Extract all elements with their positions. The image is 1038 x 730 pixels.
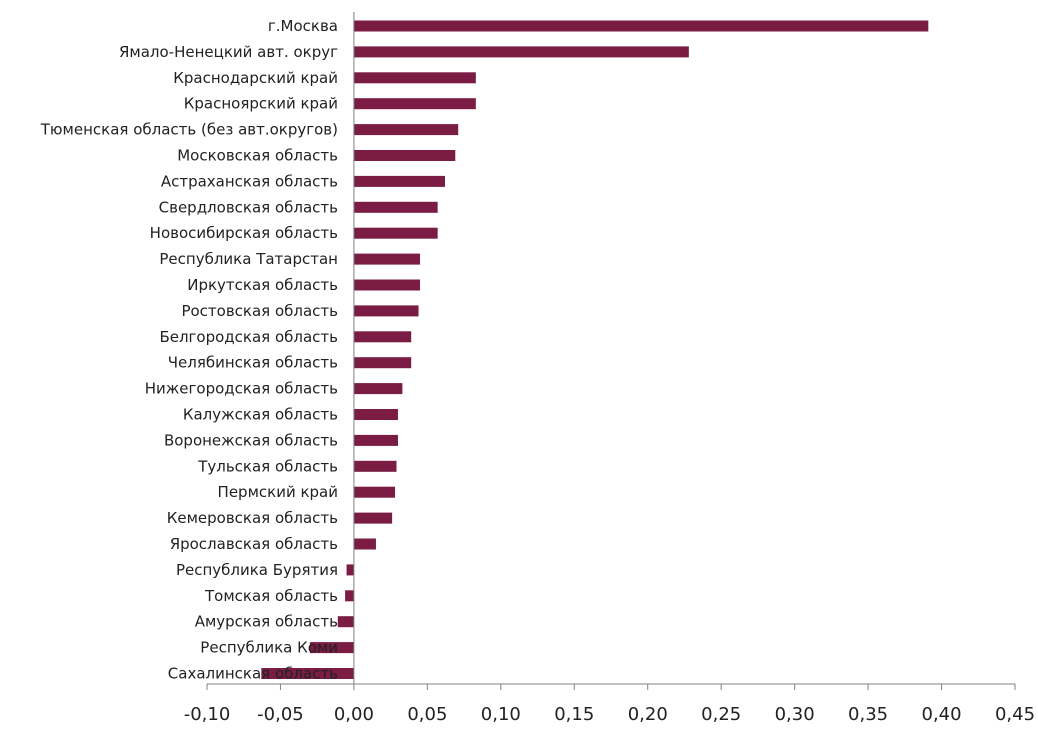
bar-5 [353,124,459,136]
bar-7 [353,175,445,187]
bar-18 [353,460,397,472]
category-label: Ямало-Ненецкий авт. округ [119,43,338,61]
category-label: Республика Бурятия [176,561,338,579]
category-label: Пермский край [218,483,338,501]
bar-15 [353,383,403,395]
category-label: Ярославская область [170,535,338,553]
bar-1 [353,20,929,32]
x-tick-label: -0,10 [184,704,231,725]
category-labels-layer: г.Москва Ямало-Ненецкий авт. округ Краснод… [40,17,338,683]
category-label: г.Москва [268,17,338,35]
category-label: Нижегородская область [145,380,338,398]
category-label: Астраханская область [161,172,338,190]
category-label: Иркутская область [187,276,338,294]
category-label: Красноярский край [184,95,338,113]
x-tick-label: 0,35 [848,704,888,725]
bar-6 [353,150,456,161]
category-label: Амурская область [195,613,338,631]
x-tick-label: -0,05 [257,704,304,725]
bar-26 [261,668,354,679]
category-label: Челябинская область [168,354,338,372]
bar-23 [345,590,354,602]
category-label: Кемеровская область [167,509,338,527]
x-tick-label: 0,45 [995,704,1035,725]
category-label: Тюменская область (без авт.округов) [40,121,338,139]
bar-2 [353,46,689,58]
x-tick-label: 0,05 [407,704,447,725]
bar-3 [353,72,476,84]
bar-25 [309,642,354,654]
bar-24 [337,616,354,628]
bar-16 [353,409,398,420]
x-tick-label: 0,25 [701,704,741,725]
category-label: Свердловская область [159,198,338,216]
bar-8 [353,201,438,213]
category-label: Республика Коми [200,639,338,657]
x-tick-label: 0,15 [554,704,594,725]
bar-14 [353,357,412,369]
axis-layer: -0,10 -0,05 0,00 0,05 0,10 0,15 0,20 0,25 0,30 0,… [184,12,1035,725]
category-label: Ростовская область [181,302,338,320]
bar-21 [353,538,376,550]
category-label: Калужская область [183,406,338,424]
category-label: Республика Татарстан [159,250,338,268]
category-label: Воронежская область [164,431,338,449]
bar-4 [353,98,476,110]
x-tick-label: 0,20 [628,704,668,725]
category-label: Московская область [177,147,338,165]
x-tick-label: 0,40 [922,704,962,725]
x-tick-label: 0,10 [481,704,521,725]
bar-11 [353,279,421,291]
bars-layer [261,20,929,679]
bar-19 [353,486,396,498]
bar-12 [353,305,419,317]
x-tick-label: 0,00 [334,704,374,725]
category-label: Тульская область [197,457,338,475]
category-label: Белгородская область [159,328,338,346]
category-label: Краснодарский край [173,69,338,87]
bar-9 [353,227,438,239]
bar-20 [353,512,393,524]
category-label: Сахалинская область [168,665,338,683]
bar-22 [346,564,354,576]
bar-17 [353,434,398,446]
bar-13 [353,331,412,343]
category-label: Новосибирская область [150,224,338,242]
x-tick-label: 0,30 [775,704,815,725]
category-label: Томская область [204,587,338,605]
bar-10 [353,253,421,265]
